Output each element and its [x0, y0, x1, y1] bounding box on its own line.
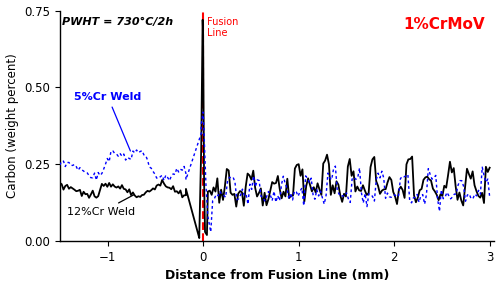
Y-axis label: Carbon (weight percent): Carbon (weight percent) [6, 54, 18, 198]
Text: 5%Cr Weld: 5%Cr Weld [74, 92, 142, 151]
Text: PWHT = 730°C/2h: PWHT = 730°C/2h [62, 17, 173, 27]
Text: 12%Cr Weld: 12%Cr Weld [68, 195, 136, 217]
Text: 1%CrMoV: 1%CrMoV [404, 17, 485, 32]
Text: Fusion
Line: Fusion Line [207, 17, 238, 38]
X-axis label: Distance from Fusion Line (mm): Distance from Fusion Line (mm) [165, 270, 390, 283]
